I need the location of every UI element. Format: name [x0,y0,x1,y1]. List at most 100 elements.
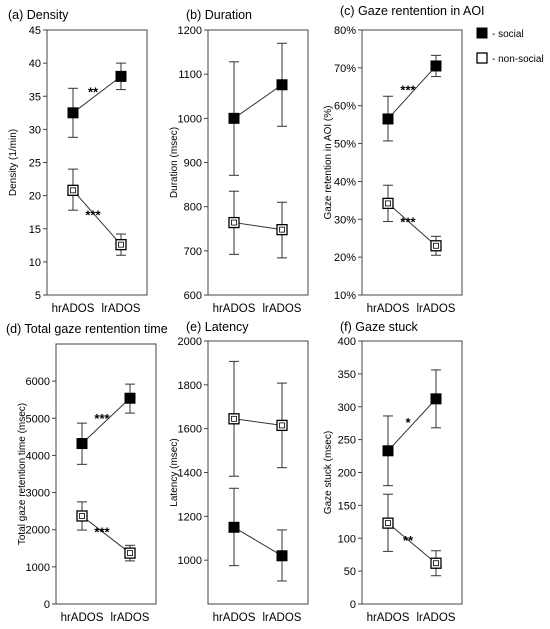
data-point-nonsocial-inner [385,200,391,207]
y-tick-label: 700 [184,246,202,258]
legend-nonsocial-label: - non-social [492,54,544,65]
x-tick-label: hrADOS [367,303,410,315]
data-point-social [76,438,88,450]
series-line-non-social [72,189,122,245]
data-point-nonsocial-inner [118,241,124,248]
y-tick-label: 40% [334,176,356,188]
y-axis-label: Density (1/min) [8,129,19,196]
y-axis-label: Total gaze retention time (msec) [17,403,28,545]
x-tick-label: lrADOS [263,303,302,315]
legend-nonsocial-swatch [476,52,488,64]
data-point-nonsocial [228,216,240,229]
y-tick-label: 50% [334,139,356,151]
chart-title: (e) Latency [186,320,249,334]
data-point-social [276,79,288,91]
series-line-non-social [233,418,283,426]
y-tick-label: 15 [29,224,41,236]
y-tick-label: 50 [344,566,356,578]
data-point-social [124,392,136,404]
data-point-social [276,550,288,562]
data-point-nonsocial [228,413,240,425]
significance-label: *** [94,411,110,426]
y-tick-label: 10 [29,257,41,269]
chart-panel-5: (e) Latency 1000 1200 1400 1600 1800 2000 Laten… [169,320,309,624]
chart-panel-6: (f) Gaze stuck 0 50 100 150 200 250 300 350 400 Ga… [323,320,463,624]
y-tick-label: 2000 [26,525,50,537]
y-tick-label: 70% [334,63,356,75]
chart-title: (d) Total gaze rentention time [6,322,168,336]
y-tick-label: 45 [29,25,41,37]
plot-frame [46,29,148,296]
significance-label: *** [85,207,101,222]
data-point-social [115,70,127,82]
y-tick-label: 200 [338,468,356,480]
y-tick-label: 600 [184,290,202,302]
y-tick-label: 25 [29,158,41,170]
x-tick-label: hrADOS [367,612,410,624]
legend: - social - non-social [476,27,544,65]
y-tick-label: 1000 [178,113,202,125]
series-line-non-social [387,203,437,247]
plot-frame [207,29,309,296]
y-tick-label: 250 [338,435,356,447]
significance-label: *** [400,215,416,230]
chart-panel-4: (d) Total gaze rentention time 0 1000 2000 3… [6,322,168,624]
y-tick-label: 0 [44,599,50,611]
chart-panel-1: (a) Density 5 10 15 20 25 30 35 40 45 Density (1/m… [8,8,148,315]
chart-title: (f) Gaze stuck [340,320,419,334]
chart-title: (a) Density [8,8,69,22]
y-tick-label: 40 [29,58,41,70]
data-point-social [228,112,240,124]
data-point-nonsocial-inner [279,226,285,233]
y-tick-label: 1000 [26,562,50,574]
data-point-nonsocial [430,557,442,569]
y-tick-label: 20% [334,252,356,264]
series-line-social [387,65,437,120]
plot-frame [207,340,309,605]
chart-panels: (a) Density 5 10 15 20 25 30 35 40 45 Density (1/m… [6,4,485,624]
data-point-social [228,521,240,533]
significance-label: ** [403,533,414,548]
x-tick-label: lrADOS [417,612,456,624]
y-tick-label: 2000 [178,336,202,348]
y-axis-label: Gaze stuck (msec) [323,431,334,514]
x-tick-label: hrADOS [213,303,256,315]
data-point-nonsocial-inner [433,242,439,249]
y-tick-label: 100 [338,533,356,545]
y-tick-label: 20 [29,191,41,203]
x-tick-label: hrADOS [213,612,256,624]
series-line-non-social [81,515,131,554]
y-tick-label: 1000 [178,555,202,567]
y-tick-label: 3000 [26,488,50,500]
x-tick-label: lrADOS [102,303,141,315]
chart-title: (c) Gaze rentention in AOI [340,4,485,18]
y-tick-label: 400 [338,336,356,348]
y-tick-label: 350 [338,369,356,381]
y-tick-label: 900 [184,158,202,170]
data-point-nonsocial-inner [279,422,285,429]
data-point-nonsocial-inner [231,415,237,422]
y-axis-label: Latency (msec) [169,438,180,506]
y-tick-label: 1800 [178,380,202,392]
y-tick-label: 80% [334,25,356,37]
y-tick-label: 60% [334,101,356,113]
data-point-nonsocial-inner [385,520,391,527]
x-tick-label: lrADOS [263,612,302,624]
plot-frame [361,29,463,296]
data-point-social [382,445,394,457]
series-line-social [387,398,437,452]
significance-label: ** [88,85,99,100]
x-tick-label: hrADOS [52,303,95,315]
y-tick-label: 30% [334,214,356,226]
series-line-non-social [387,522,437,564]
y-tick-label: 150 [338,500,356,512]
data-point-nonsocial [124,547,136,559]
y-tick-label: 10% [334,290,356,302]
y-tick-label: 30 [29,124,41,136]
data-point-nonsocial [76,510,88,522]
y-tick-label: 35 [29,91,41,103]
significance-label: * [405,415,411,430]
chart-panel-3: (c) Gaze rentention in AOI 10% 20% 30% 40% 50… [323,4,485,315]
y-tick-label: 1100 [178,69,202,81]
y-tick-label: 1400 [178,468,202,480]
